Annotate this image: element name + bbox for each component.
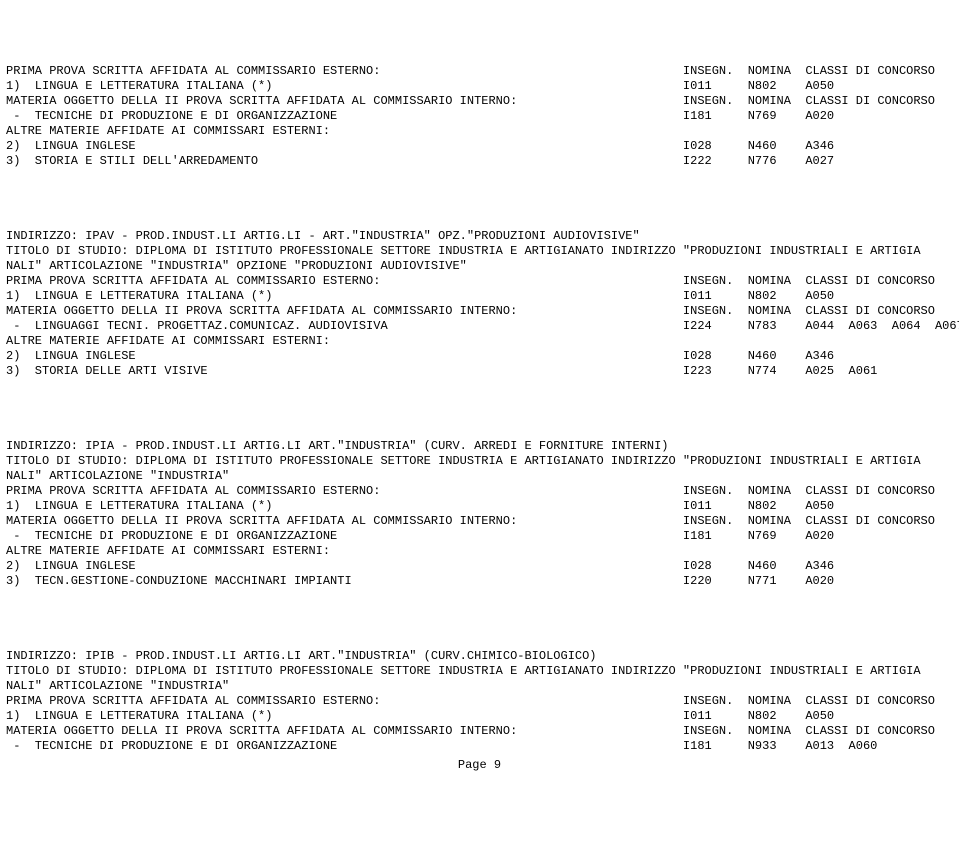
doc-line: 1) LINGUA E LETTERATURA ITALIANA (*) I01… (6, 499, 834, 513)
doc-line: - TECNICHE DI PRODUZIONE E DI ORGANIZZAZ… (6, 739, 877, 753)
doc-line: INDIRIZZO: IPIA - PROD.INDUST.LI ARTIG.L… (6, 439, 669, 453)
doc-line: - LINGUAGGI TECNI. PROGETTAZ.COMUNICAZ. … (6, 319, 959, 333)
doc-line: 3) STORIA DELLE ARTI VISIVE I223 N774 A0… (6, 364, 877, 378)
doc-line: INDIRIZZO: IPIB - PROD.INDUST.LI ARTIG.L… (6, 649, 597, 663)
doc-line: MATERIA OGGETTO DELLA II PROVA SCRITTA A… (6, 724, 935, 738)
doc-line: TITOLO DI STUDIO: DIPLOMA DI ISTITUTO PR… (6, 664, 921, 678)
doc-line: ALTRE MATERIE AFFIDATE AI COMMISSARI EST… (6, 544, 330, 558)
doc-line: MATERIA OGGETTO DELLA II PROVA SCRITTA A… (6, 304, 935, 318)
doc-line: 3) TECN.GESTIONE-CONDUZIONE MACCHINARI I… (6, 574, 834, 588)
doc-line: PRIMA PROVA SCRITTA AFFIDATA AL COMMISSA… (6, 484, 935, 498)
doc-line: 2) LINGUA INGLESE I028 N460 A346 (6, 349, 834, 363)
doc-line: 1) LINGUA E LETTERATURA ITALIANA (*) I01… (6, 289, 834, 303)
doc-line: - TECNICHE DI PRODUZIONE E DI ORGANIZZAZ… (6, 109, 834, 123)
doc-line: 1) LINGUA E LETTERATURA ITALIANA (*) I01… (6, 79, 834, 93)
doc-line: 3) STORIA E STILI DELL'ARREDAMENTO I222 … (6, 154, 834, 168)
page-number: Page 9 (6, 758, 953, 773)
doc-line: 2) LINGUA INGLESE I028 N460 A346 (6, 139, 834, 153)
doc-line: 2) LINGUA INGLESE I028 N460 A346 (6, 559, 834, 573)
doc-line: MATERIA OGGETTO DELLA II PROVA SCRITTA A… (6, 514, 935, 528)
doc-line: - TECNICHE DI PRODUZIONE E DI ORGANIZZAZ… (6, 529, 834, 543)
doc-line: 1) LINGUA E LETTERATURA ITALIANA (*) I01… (6, 709, 834, 723)
doc-line: MATERIA OGGETTO DELLA II PROVA SCRITTA A… (6, 94, 935, 108)
doc-line: NALI" ARTICOLAZIONE "INDUSTRIA" OPZIONE … (6, 259, 467, 273)
doc-line: PRIMA PROVA SCRITTA AFFIDATA AL COMMISSA… (6, 274, 935, 288)
doc-line: TITOLO DI STUDIO: DIPLOMA DI ISTITUTO PR… (6, 454, 921, 468)
doc-line: ALTRE MATERIE AFFIDATE AI COMMISSARI EST… (6, 334, 330, 348)
doc-line: PRIMA PROVA SCRITTA AFFIDATA AL COMMISSA… (6, 64, 935, 78)
doc-line: TITOLO DI STUDIO: DIPLOMA DI ISTITUTO PR… (6, 244, 921, 258)
doc-line: NALI" ARTICOLAZIONE "INDUSTRIA" (6, 679, 229, 693)
doc-line: NALI" ARTICOLAZIONE "INDUSTRIA" (6, 469, 229, 483)
doc-line: ALTRE MATERIE AFFIDATE AI COMMISSARI EST… (6, 124, 330, 138)
doc-line: PRIMA PROVA SCRITTA AFFIDATA AL COMMISSA… (6, 694, 935, 708)
doc-line: INDIRIZZO: IPAV - PROD.INDUST.LI ARTIG.L… (6, 229, 640, 243)
